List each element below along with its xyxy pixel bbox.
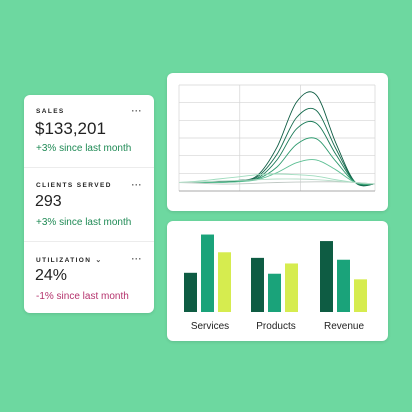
bar-category-label: Products [256,321,296,332]
more-horizontal-icon[interactable]: ··· [131,180,142,190]
kpi-sales-label: SALES [36,108,65,115]
line-series [178,173,376,185]
bar [337,259,350,312]
line-series [178,137,376,186]
bar [184,272,197,312]
kpi-clients-change: +3% since last month [36,217,132,228]
bar [320,241,333,312]
line-series [178,120,376,186]
kpi-utilization-label: UTILIZATION [36,257,92,264]
bar [201,234,214,312]
line-series [178,91,376,187]
bar [268,273,281,312]
line-chart [178,84,376,192]
line-chart-grid [178,84,376,192]
kpi-sales: SALES ··· $133,201 +3% since last month [24,95,154,167]
bar-chart [184,234,367,312]
more-horizontal-icon[interactable]: ··· [131,254,142,264]
kpi-clients-value: 293 [35,193,62,210]
kpi-utilization: UTILIZATION ⌄ ··· 24% -1% since last mont… [24,241,154,314]
kpi-utilization-change: -1% since last month [36,291,129,302]
line-series [178,178,376,185]
kpi-clients-label: CLIENTS SERVED [36,182,112,189]
line-series [178,159,376,185]
kpi-sales-change: +3% since last month [36,143,132,154]
bar-category-label: Revenue [323,321,365,332]
bar [354,279,367,312]
bar-category-label: Services [190,321,230,332]
bar-chart-card: Services Products Revenue [167,221,388,341]
bar [218,252,231,312]
line-chart-card [167,73,388,274]
kpi-clients: CLIENTS SERVED ··· 293 +3% since last mo… [24,167,154,242]
kpi-utilization-header[interactable]: UTILIZATION ⌄ [36,256,103,264]
kpi-card: SALES ··· $133,201 +3% since last month … [24,95,154,313]
bar [251,257,264,312]
chevron-down-icon[interactable]: ⌄ [95,257,103,264]
bar [285,263,298,312]
kpi-sales-value: $133,201 [35,119,106,138]
kpi-utilization-value: 24% [35,267,68,284]
more-horizontal-icon[interactable]: ··· [131,106,142,116]
